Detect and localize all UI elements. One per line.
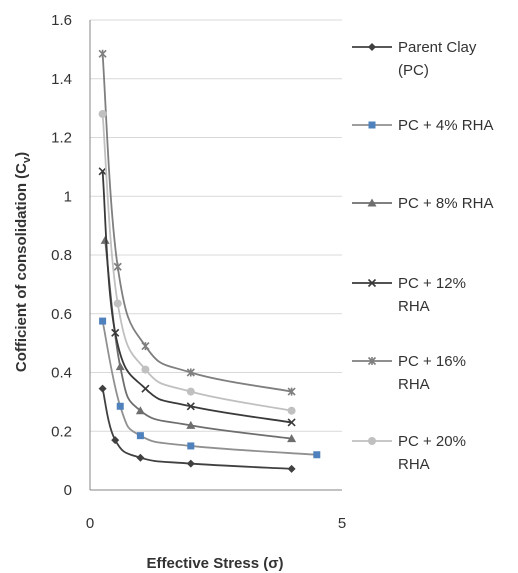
legend-label: PC + 16% [398,353,466,370]
data-point [136,432,144,440]
data-point [98,110,107,118]
data-point [98,49,107,58]
data-point [113,299,122,308]
data-point [99,317,107,325]
y-tick-label: 1.6 [51,12,72,29]
legend-item: Parent Clay (PC) [352,39,477,79]
data-point [186,459,195,468]
data-point [186,387,195,396]
legend-label: PC + 12% [398,275,466,292]
series-1 [99,317,321,459]
series-line [101,53,292,393]
axes [89,20,342,491]
series-2 [100,235,297,443]
legend-marker [368,121,376,129]
legend-item: PC + 20% RHA [352,433,466,473]
data-point [313,451,321,459]
y-tick-label: 0.6 [51,306,72,323]
data-point [287,406,296,415]
data-point [100,235,110,244]
data-point [287,418,296,427]
series-line [101,320,317,456]
legend: Parent Clay (PC) PC + 4% RHA PC + 8% RHA PC … [352,39,493,473]
y-tick-label: 1.2 [51,130,72,147]
series-layer [98,49,321,473]
legend-label: Parent Clay [398,39,477,56]
data-point [135,406,145,415]
legend-item: PC + 8% RHA [352,195,493,212]
y-tick-label: 0 [64,482,72,499]
data-point [287,464,296,473]
series-line [104,240,292,440]
gridlines [90,19,342,432]
series-line [101,113,292,412]
legend-marker [367,278,377,288]
y-tick-label: 1.4 [51,71,72,88]
data-point [111,436,120,445]
data-point [141,384,150,393]
data-point [186,402,195,411]
series-5 [98,110,296,415]
y-tick-label: 0.8 [51,247,72,264]
legend-label: RHA [398,456,430,473]
x-axis-title: Effective Stress (σ) [147,555,284,572]
y-axis-title: Cofficient of consolidation (Cv) [13,152,33,372]
x-tick-label: 5 [338,515,346,532]
data-point [113,262,122,271]
data-point [141,365,150,374]
data-point [98,167,107,176]
legend-marker [368,437,376,445]
legend-marker [367,198,377,207]
data-point [141,341,150,351]
series-0 [98,384,296,473]
y-tick-label: 0.2 [51,423,72,440]
data-point [136,453,145,462]
y-tick-label: 1 [64,188,72,205]
y-tick-label: 0.4 [51,365,72,382]
data-point [186,368,195,377]
data-point [115,362,125,371]
legend-label: PC + 4% RHA [398,117,493,134]
legend-label: PC + 8% RHA [398,195,493,212]
legend-marker [367,356,377,366]
legend-label: (PC) [398,62,429,79]
legend-label: RHA [398,376,430,393]
legend-item: PC + 16% RHA [352,353,466,393]
legend-item: PC + 12% RHA [352,275,466,315]
data-point [287,434,297,443]
series-3 [98,167,296,427]
legend-item: PC + 4% RHA [352,117,493,134]
legend-marker [368,43,376,51]
data-point [187,442,195,450]
data-point [111,328,120,337]
y-tick-labels: 0 0.2 0.4 0.6 0.8 1 1.2 1.4 1.6 [51,12,72,499]
data-point [186,420,196,429]
x-tick-label: 0 [86,515,94,532]
series-line [101,171,292,424]
series-4 [98,49,296,396]
legend-label: PC + 20% [398,433,466,450]
legend-label: RHA [398,298,430,315]
data-point [98,384,107,393]
data-point [287,387,296,396]
data-point [116,402,124,410]
